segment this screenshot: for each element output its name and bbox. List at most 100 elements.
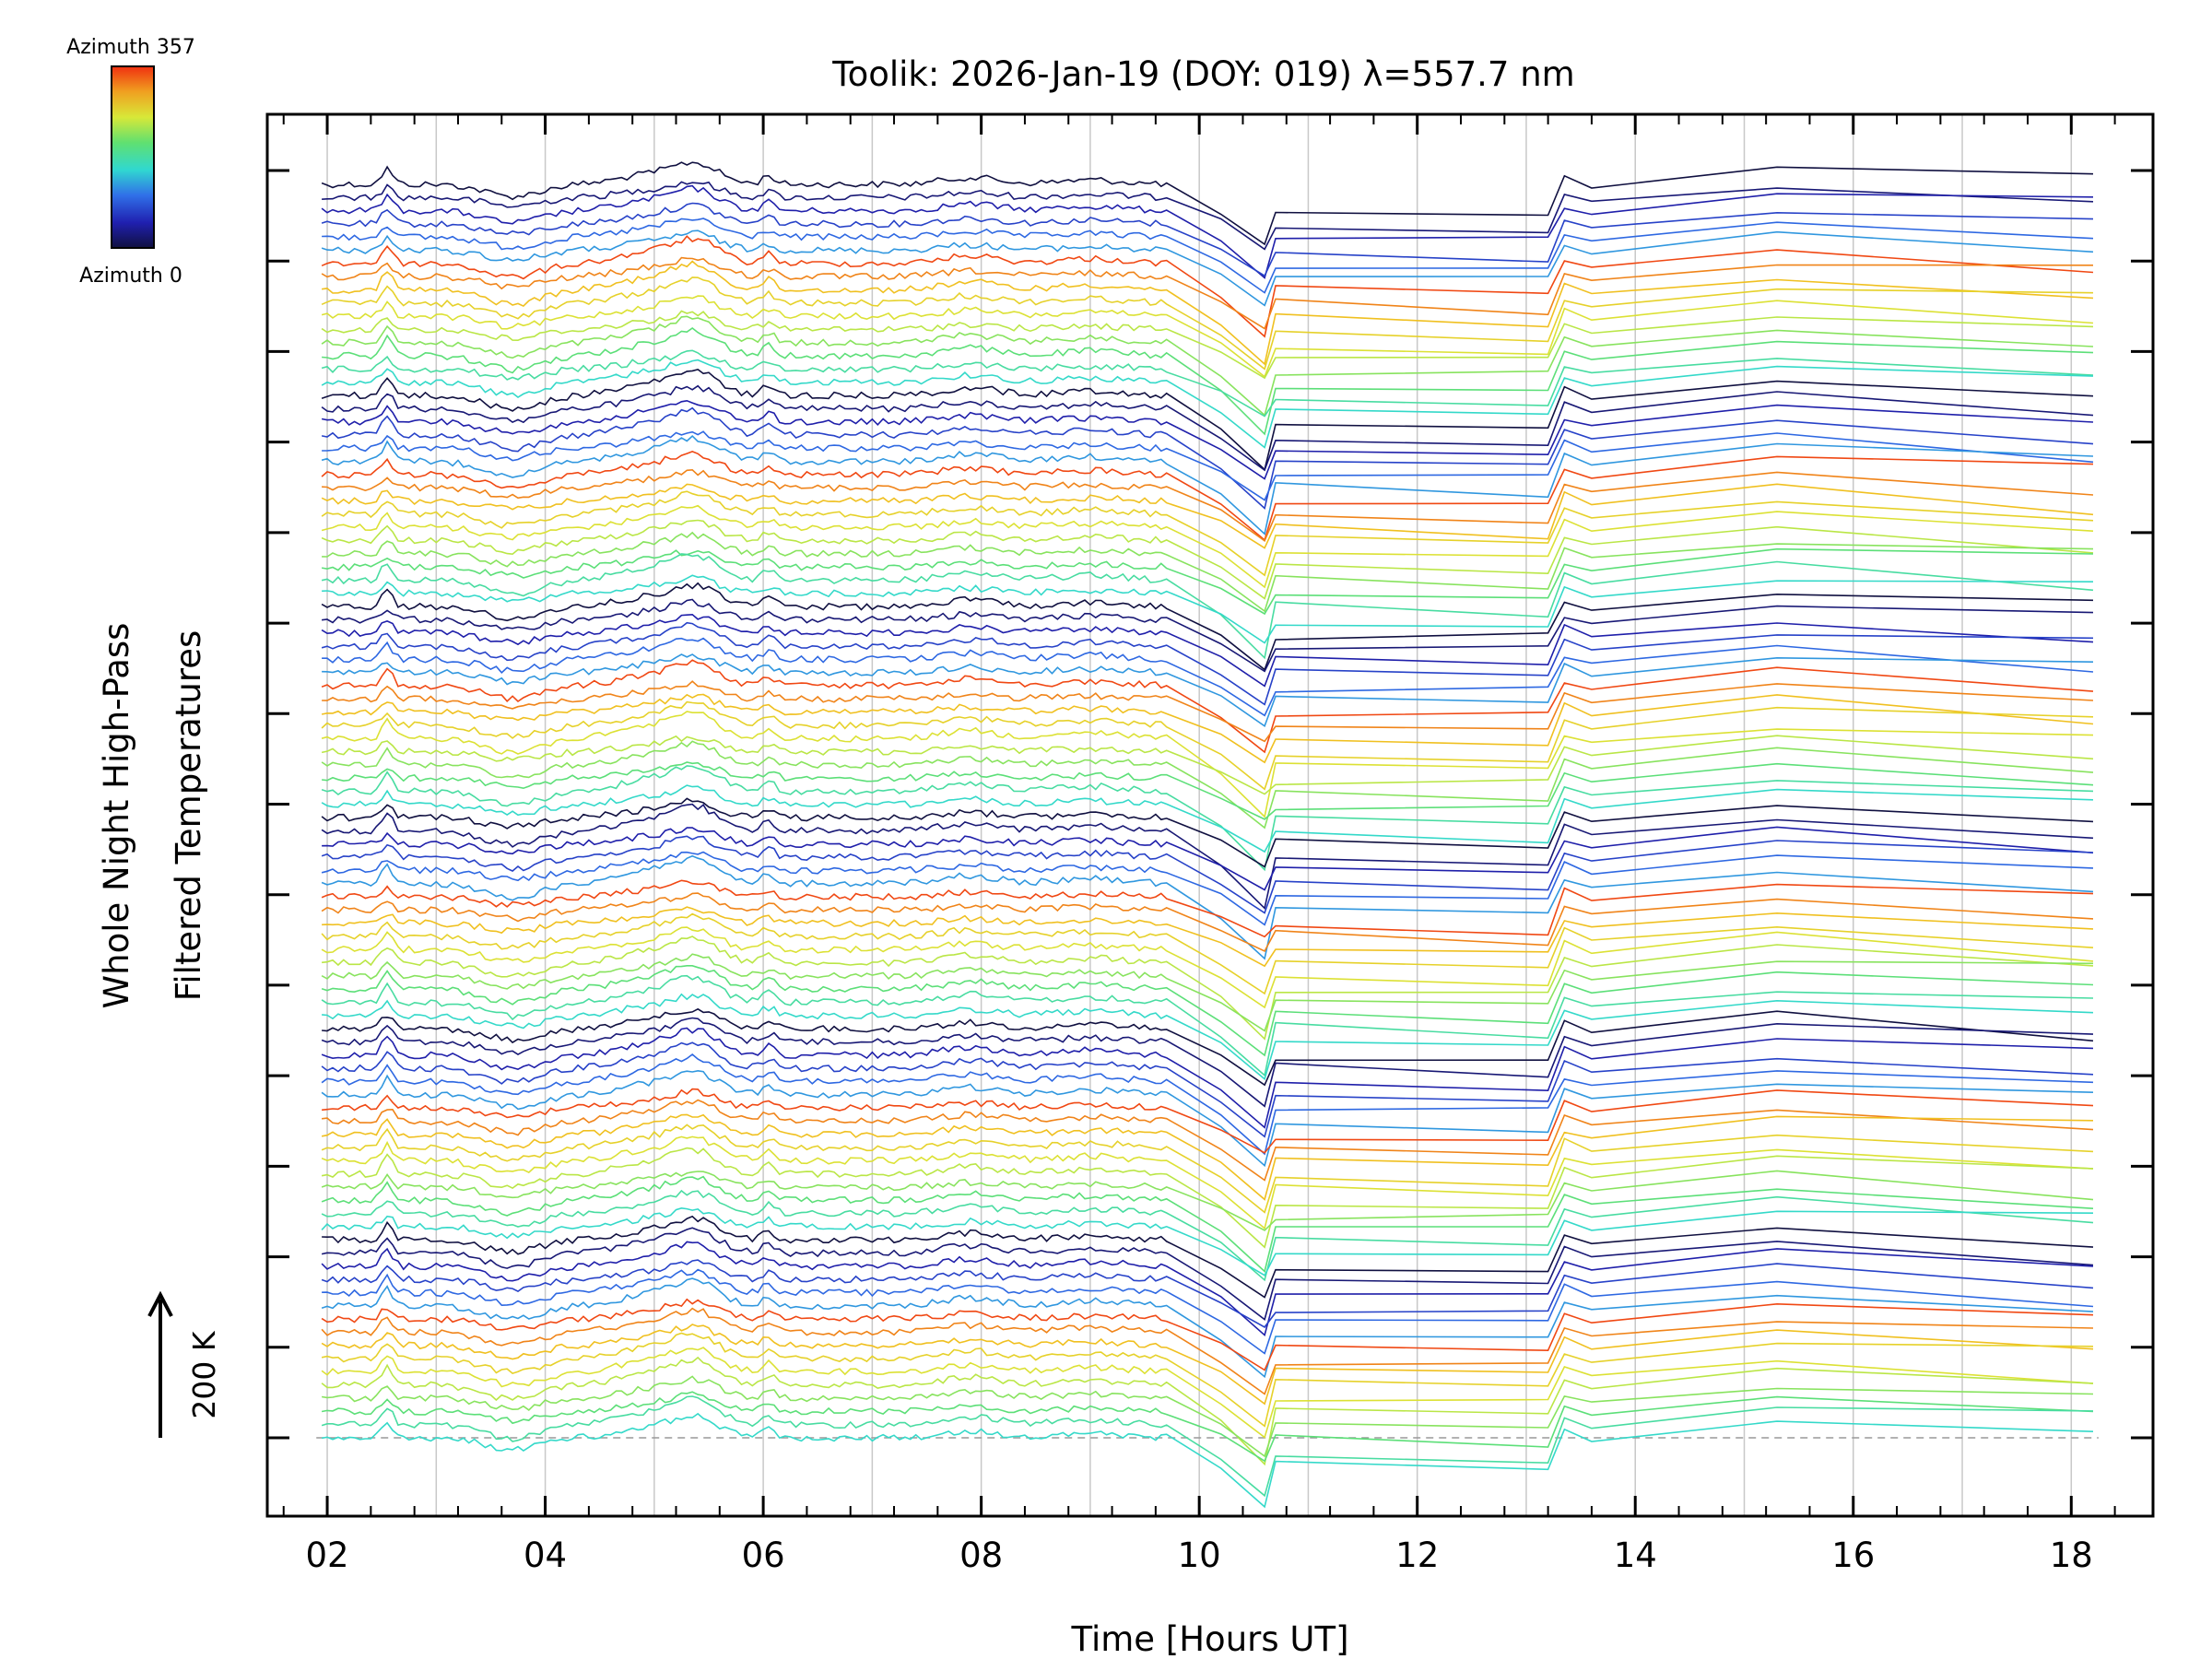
series-line	[321, 553, 2094, 660]
series-line	[322, 468, 2094, 543]
series-line	[321, 912, 2094, 995]
series-line	[322, 680, 2094, 743]
series-line	[321, 926, 2094, 1009]
x-tick-label: 12	[1395, 1535, 1439, 1575]
x-axis-ticks: 02 04 06 08 10 12 14 16 18	[282, 114, 2116, 1575]
series-line	[321, 1391, 2094, 1463]
series-line	[322, 993, 2094, 1081]
y-axis-label-line2: Filtered Temperatures	[169, 630, 208, 1001]
series-line	[321, 483, 2094, 549]
series-line	[321, 735, 2094, 795]
x-tick-label: 04	[524, 1535, 567, 1575]
series-line	[322, 1007, 2094, 1087]
colorbar-swatch	[111, 65, 155, 249]
series-line	[321, 1124, 2094, 1214]
series-line	[321, 1259, 2094, 1328]
series-line	[321, 953, 2094, 1032]
series-line	[322, 327, 2094, 436]
x-tick-label: 10	[1178, 1535, 1221, 1575]
series-line	[321, 892, 2094, 953]
x-tick-label: 16	[1831, 1535, 1875, 1575]
series-line	[321, 1017, 2094, 1108]
series-line	[321, 451, 2094, 542]
series-line	[321, 1189, 2094, 1282]
series-line	[321, 1298, 2094, 1371]
series-line	[322, 935, 2094, 1041]
series-line	[321, 700, 2094, 791]
scale-arrow	[147, 1290, 173, 1438]
series-line	[321, 835, 2094, 914]
series-line	[322, 531, 2094, 613]
series-line	[321, 295, 2094, 378]
gridlines	[326, 114, 2073, 1516]
y-axis-label-line1: Whole Night High-Pass	[97, 623, 136, 1009]
series-line	[321, 349, 2094, 418]
chart-title: Toolik: 2026-Jan-19 (DOY: 019) λ=557.7 n…	[831, 54, 1574, 94]
x-tick-label: 18	[2050, 1535, 2093, 1575]
series-line	[321, 711, 2094, 818]
x-tick-label: 06	[742, 1535, 785, 1575]
series-line	[321, 1027, 2094, 1129]
series-line	[321, 765, 2094, 872]
series-line	[321, 1412, 2094, 1509]
series-line	[321, 369, 2094, 472]
series-line	[321, 1170, 2094, 1231]
series-line	[322, 906, 2094, 968]
series-line	[321, 202, 2094, 277]
y-axis-ticks	[267, 169, 2153, 1440]
series-line	[321, 613, 2094, 688]
series-line	[321, 1206, 2094, 1277]
series-line	[321, 854, 2094, 960]
series-line	[322, 574, 2094, 644]
series-line	[321, 490, 2094, 577]
series-line	[321, 1175, 2094, 1274]
series-line	[322, 637, 2094, 717]
x-axis-label: Time [Hours UT]	[1070, 1619, 1348, 1659]
series-line	[321, 621, 2094, 706]
series-line	[321, 519, 2094, 600]
series-line	[321, 797, 2094, 868]
series-line	[321, 1356, 2094, 1466]
colorbar-top-label: Azimuth 357	[66, 36, 195, 59]
series-line	[321, 1395, 2094, 1498]
series-line	[321, 260, 2094, 366]
series-line	[322, 1215, 2094, 1299]
series-line	[321, 504, 2094, 589]
series-line	[321, 235, 2094, 338]
series-line	[322, 430, 2094, 501]
series-line	[321, 1324, 2094, 1406]
series-line	[321, 359, 2094, 449]
series-line	[321, 1069, 2094, 1168]
series-line	[321, 1277, 2094, 1379]
series-line	[321, 161, 2094, 246]
series-line	[322, 181, 2094, 251]
x-tick-label: 08	[959, 1535, 1003, 1575]
series-line	[322, 1268, 2094, 1355]
series-line	[322, 598, 2094, 673]
x-tick-label: 02	[305, 1535, 348, 1575]
series-line	[321, 1041, 2094, 1138]
series-line	[321, 384, 2094, 472]
series-line	[321, 693, 2094, 764]
scale-label: 200 K	[186, 1330, 222, 1418]
series-line	[321, 1135, 2094, 1230]
series-lines	[321, 161, 2094, 1509]
series-line	[321, 1053, 2094, 1156]
series-line	[321, 659, 2094, 754]
series-line	[321, 851, 2094, 926]
colorbar-bottom-label: Azimuth 0	[79, 265, 182, 288]
series-line	[321, 582, 2094, 671]
series-line	[321, 1241, 2094, 1337]
series-line	[321, 1307, 2094, 1395]
series-line	[321, 965, 2094, 1057]
series-line	[321, 547, 2094, 616]
series-line	[321, 406, 2094, 511]
series-line	[322, 653, 2094, 728]
series-line	[321, 399, 2094, 480]
series-line	[321, 740, 2094, 830]
series-line	[321, 879, 2094, 938]
series-line	[322, 826, 2094, 891]
series-line	[321, 315, 2094, 417]
series-line	[321, 1332, 2094, 1428]
